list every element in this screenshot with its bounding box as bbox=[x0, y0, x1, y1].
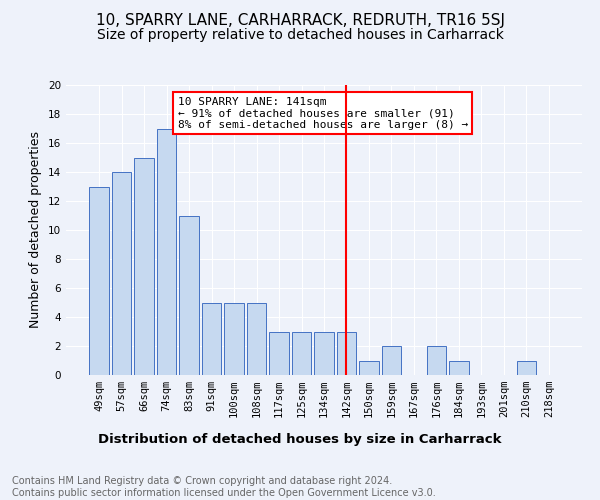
Bar bbox=[337, 332, 356, 375]
Text: Size of property relative to detached houses in Carharrack: Size of property relative to detached ho… bbox=[97, 28, 503, 42]
Bar bbox=[359, 360, 379, 375]
Bar bbox=[134, 158, 154, 375]
Y-axis label: Number of detached properties: Number of detached properties bbox=[29, 132, 43, 328]
Bar bbox=[427, 346, 446, 375]
Bar bbox=[224, 302, 244, 375]
Bar bbox=[179, 216, 199, 375]
Text: 10 SPARRY LANE: 141sqm
← 91% of detached houses are smaller (91)
8% of semi-deta: 10 SPARRY LANE: 141sqm ← 91% of detached… bbox=[178, 96, 468, 130]
Text: Contains HM Land Registry data © Crown copyright and database right 2024.
Contai: Contains HM Land Registry data © Crown c… bbox=[12, 476, 436, 498]
Bar bbox=[202, 302, 221, 375]
Bar bbox=[89, 186, 109, 375]
Bar bbox=[269, 332, 289, 375]
Bar bbox=[382, 346, 401, 375]
Bar bbox=[292, 332, 311, 375]
Bar bbox=[449, 360, 469, 375]
Bar bbox=[157, 128, 176, 375]
Text: Distribution of detached houses by size in Carharrack: Distribution of detached houses by size … bbox=[98, 432, 502, 446]
Text: 10, SPARRY LANE, CARHARRACK, REDRUTH, TR16 5SJ: 10, SPARRY LANE, CARHARRACK, REDRUTH, TR… bbox=[95, 12, 505, 28]
Bar bbox=[314, 332, 334, 375]
Bar bbox=[517, 360, 536, 375]
Bar bbox=[247, 302, 266, 375]
Bar bbox=[112, 172, 131, 375]
